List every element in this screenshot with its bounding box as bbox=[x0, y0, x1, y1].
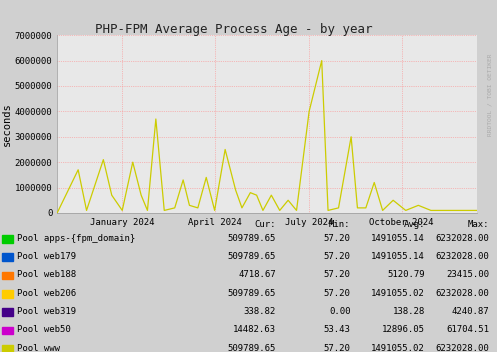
Text: Pool www: Pool www bbox=[17, 344, 61, 352]
Text: 4718.67: 4718.67 bbox=[238, 270, 276, 279]
Text: Pool web206: Pool web206 bbox=[17, 289, 77, 298]
Text: 53.43: 53.43 bbox=[324, 325, 350, 334]
Text: 57.20: 57.20 bbox=[324, 344, 350, 352]
Text: Pool web50: Pool web50 bbox=[17, 325, 71, 334]
Text: 6232028.00: 6232028.00 bbox=[436, 234, 490, 243]
Text: RRDTOOL / TOBI OETIKER: RRDTOOL / TOBI OETIKER bbox=[487, 54, 492, 136]
Text: 138.28: 138.28 bbox=[393, 307, 425, 316]
Text: 509789.65: 509789.65 bbox=[228, 234, 276, 243]
Text: 1491055.14: 1491055.14 bbox=[371, 234, 425, 243]
Text: 4240.87: 4240.87 bbox=[452, 307, 490, 316]
Text: 57.20: 57.20 bbox=[324, 289, 350, 298]
Text: 6232028.00: 6232028.00 bbox=[436, 289, 490, 298]
Text: 12896.05: 12896.05 bbox=[382, 325, 425, 334]
Text: 57.20: 57.20 bbox=[324, 234, 350, 243]
Text: 0.00: 0.00 bbox=[329, 307, 350, 316]
Text: 61704.51: 61704.51 bbox=[446, 325, 490, 334]
Text: 6232028.00: 6232028.00 bbox=[436, 252, 490, 261]
Text: 5120.79: 5120.79 bbox=[387, 270, 425, 279]
Text: 1491055.14: 1491055.14 bbox=[371, 252, 425, 261]
Text: Pool web179: Pool web179 bbox=[17, 252, 77, 261]
Text: 338.82: 338.82 bbox=[244, 307, 276, 316]
Text: 6232028.00: 6232028.00 bbox=[436, 344, 490, 352]
Text: 23415.00: 23415.00 bbox=[446, 270, 490, 279]
Text: 14482.63: 14482.63 bbox=[233, 325, 276, 334]
Text: Max:: Max: bbox=[468, 220, 490, 229]
Y-axis label: seconds: seconds bbox=[2, 102, 12, 146]
Text: Pool apps-{fpm_domain}: Pool apps-{fpm_domain} bbox=[17, 234, 136, 243]
Text: PHP-FPM Average Process Age - by year: PHP-FPM Average Process Age - by year bbox=[95, 23, 372, 36]
Text: 509789.65: 509789.65 bbox=[228, 289, 276, 298]
Text: Pool web188: Pool web188 bbox=[17, 270, 77, 279]
Text: 509789.65: 509789.65 bbox=[228, 344, 276, 352]
Text: 1491055.02: 1491055.02 bbox=[371, 344, 425, 352]
Text: 1491055.02: 1491055.02 bbox=[371, 289, 425, 298]
Text: 57.20: 57.20 bbox=[324, 252, 350, 261]
Text: Pool web319: Pool web319 bbox=[17, 307, 77, 316]
Text: Cur:: Cur: bbox=[254, 220, 276, 229]
Text: Min:: Min: bbox=[329, 220, 350, 229]
Text: 57.20: 57.20 bbox=[324, 270, 350, 279]
Text: Avg:: Avg: bbox=[404, 220, 425, 229]
Text: 509789.65: 509789.65 bbox=[228, 252, 276, 261]
